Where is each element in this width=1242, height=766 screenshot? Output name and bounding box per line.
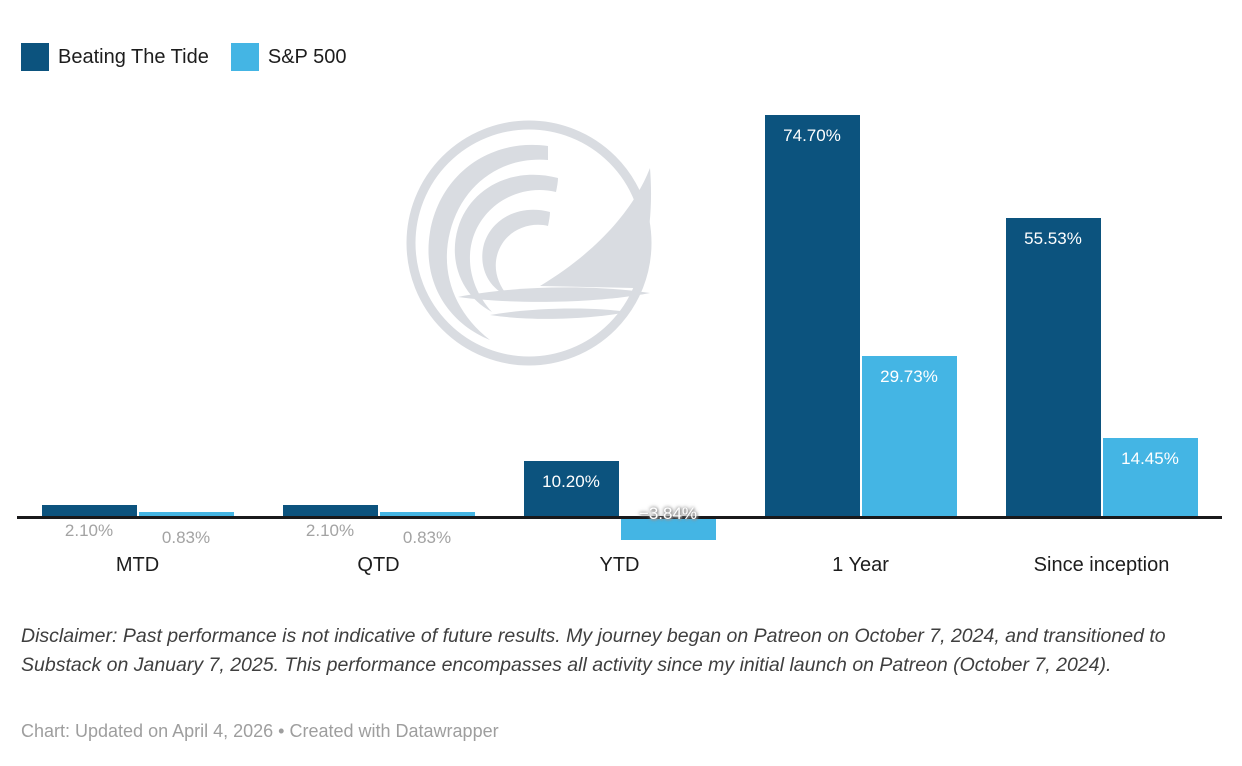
chart-attribution: Chart: Updated on April 4, 2026 • Create…	[21, 719, 499, 743]
bar-s-p-500-1-year	[861, 356, 957, 516]
datawrapper-link[interactable]: Created with Datawrapper	[289, 721, 499, 741]
bar-value-label: 2.10%	[305, 521, 355, 540]
bar-value-label: 14.45%	[1121, 449, 1179, 469]
legend-item-beating-the-tide: Beating The Tide	[21, 43, 209, 71]
disclaimer-text: Disclaimer: Past performance is not indi…	[21, 625, 1166, 676]
bar-value-label: 0.83%	[161, 528, 211, 547]
brand-logo-watermark	[406, 120, 652, 366]
bar-value-label: 10.20%	[542, 472, 600, 492]
bar-s-p-500-mtd	[138, 511, 234, 516]
bar-beating-the-tide-mtd	[41, 504, 137, 516]
x-tick-qtd: QTD	[357, 554, 400, 576]
legend-label: S&P 500	[267, 46, 347, 68]
bar-s-p-500-qtd	[379, 511, 475, 516]
x-axis-baseline	[17, 516, 1222, 519]
bar-beating-the-tide-ytd	[523, 461, 619, 516]
chart-updated-text: Chart: Updated on April 4, 2026 •	[21, 721, 290, 741]
bar-beating-the-tide-since-inception	[1005, 217, 1101, 516]
bar-s-p-500-ytd	[620, 519, 716, 540]
bar-value-label: 2.10%	[64, 521, 114, 540]
bar-beating-the-tide-qtd	[282, 504, 378, 516]
bar-value-label: 0.83%	[402, 528, 452, 547]
sail-icon	[540, 168, 652, 288]
legend-item-s-p-500: S&P 500	[230, 43, 347, 71]
legend-swatch	[230, 43, 259, 71]
legend-swatch	[21, 43, 49, 71]
x-tick-1-year: 1 Year	[832, 554, 889, 576]
x-tick-mtd: MTD	[115, 554, 160, 576]
bar-value-label: 74.70%	[783, 125, 841, 145]
legend-label: Beating The Tide	[58, 46, 209, 68]
bar-value-label: 55.53%	[1024, 228, 1082, 248]
x-tick-ytd: YTD	[599, 554, 640, 576]
legend: Beating The Tide S&P 500	[21, 43, 346, 71]
bar-beating-the-tide-1-year	[764, 114, 860, 516]
x-tick-since-inception: Since inception	[1033, 554, 1170, 576]
bar-value-label: 29.73%	[880, 367, 938, 387]
bar-s-p-500-since-inception	[1102, 438, 1198, 516]
bar-value-label: −3.84%	[638, 504, 698, 523]
